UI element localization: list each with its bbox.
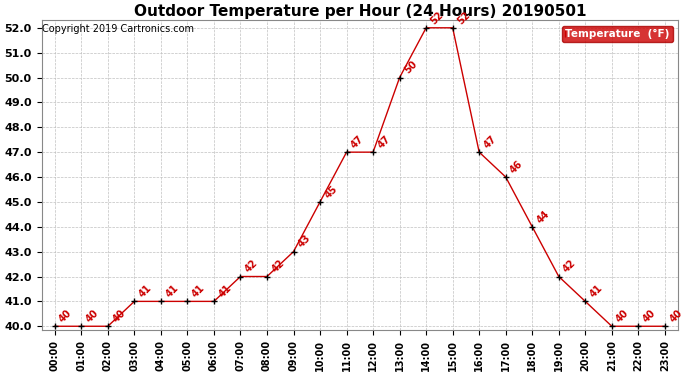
Text: 42: 42 — [270, 258, 286, 275]
Legend: Temperature  (°F): Temperature (°F) — [562, 26, 673, 42]
Text: 44: 44 — [535, 209, 551, 225]
Text: 40: 40 — [615, 308, 631, 324]
Text: 40: 40 — [667, 308, 684, 324]
Text: 47: 47 — [349, 134, 366, 150]
Text: 40: 40 — [57, 308, 74, 324]
Text: 47: 47 — [376, 134, 393, 150]
Text: 41: 41 — [137, 283, 154, 300]
Text: 40: 40 — [110, 308, 127, 324]
Text: 45: 45 — [323, 183, 339, 200]
Text: 47: 47 — [482, 134, 498, 150]
Text: 52: 52 — [428, 9, 446, 26]
Text: Copyright 2019 Cartronics.com: Copyright 2019 Cartronics.com — [41, 24, 193, 34]
Text: 43: 43 — [296, 233, 313, 250]
Text: 42: 42 — [243, 258, 259, 275]
Text: 41: 41 — [190, 283, 207, 300]
Text: 40: 40 — [84, 308, 101, 324]
Text: 52: 52 — [455, 9, 472, 26]
Text: 50: 50 — [402, 59, 419, 76]
Text: 40: 40 — [641, 308, 658, 324]
Text: 41: 41 — [588, 283, 604, 300]
Text: 46: 46 — [509, 159, 525, 175]
Title: Outdoor Temperature per Hour (24 Hours) 20190501: Outdoor Temperature per Hour (24 Hours) … — [134, 4, 586, 19]
Text: 42: 42 — [562, 258, 578, 275]
Text: 41: 41 — [164, 283, 180, 300]
Text: 41: 41 — [217, 283, 233, 300]
